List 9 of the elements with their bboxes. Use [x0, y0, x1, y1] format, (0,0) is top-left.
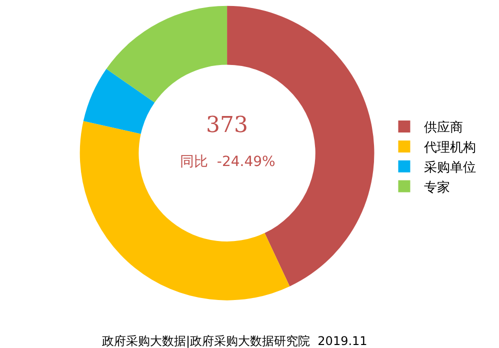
legend-label: 代理机构 — [423, 140, 476, 156]
donut-slice — [83, 68, 155, 134]
text: 同比 -24.49% — [180, 154, 276, 170]
donut-slice — [106, 6, 228, 103]
text: 373 — [206, 113, 248, 138]
text: 政府采购大数据|政府采购大数据研究院 2019.11 — [102, 334, 368, 348]
legend-label: 供应商 — [424, 120, 464, 136]
legend-label: 采购单位 — [424, 160, 476, 176]
legend-label: 专家 — [424, 179, 450, 196]
